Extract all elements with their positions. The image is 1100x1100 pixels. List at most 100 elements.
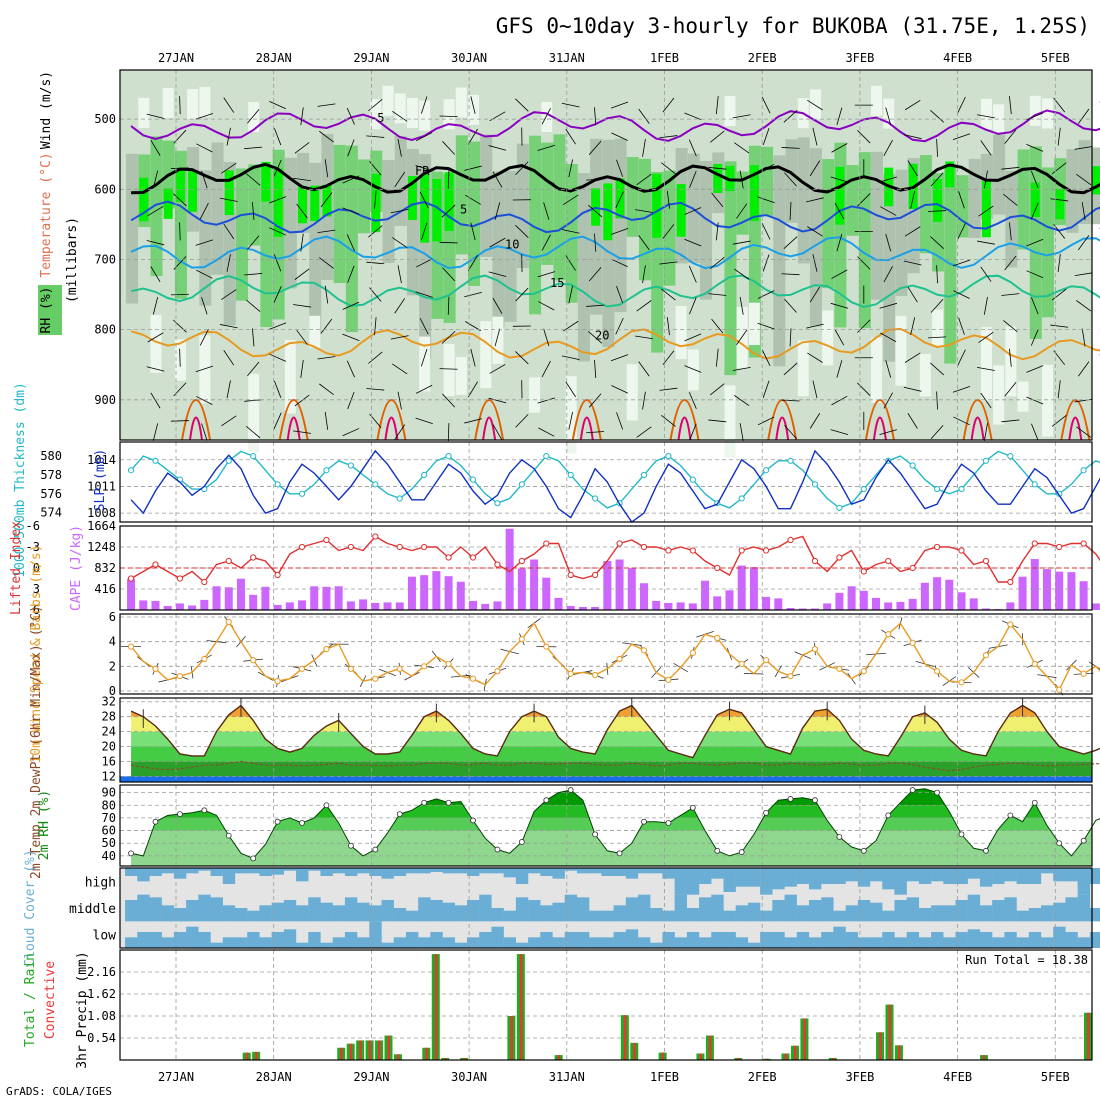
y-tick: 1.08 (87, 1009, 116, 1023)
wind-barb (152, 296, 159, 315)
wind-barb (441, 204, 456, 218)
rh-column (150, 136, 163, 277)
wind-speed-point (1007, 621, 1014, 628)
cloud-middle-bar (503, 910, 517, 922)
lifted-index-point (738, 547, 745, 554)
wind-barb (1031, 170, 1039, 188)
wind-barb (252, 202, 255, 221)
wind-speed-point (372, 675, 379, 682)
cape-bar (261, 586, 270, 610)
wind-barb (736, 329, 748, 345)
wind-barb (684, 333, 702, 342)
rh-dry-patch (162, 88, 174, 119)
wind-barb (273, 412, 282, 430)
cloud-high-bar (796, 868, 810, 884)
wind-barb (907, 286, 918, 303)
rh-dry-patch (394, 93, 406, 124)
precip-conv-bar (396, 1054, 400, 1060)
thickness-point (274, 481, 281, 488)
wind-barb (983, 423, 988, 442)
cape-bar (127, 578, 136, 610)
cloud-middle-bar (418, 897, 431, 922)
cloud-low-bar (699, 937, 712, 948)
cape-bar (786, 607, 795, 610)
cape-bar (1042, 569, 1051, 610)
hot-contour (384, 416, 399, 441)
wind-barb (247, 361, 260, 377)
rh-column (797, 137, 810, 264)
rh-column (736, 171, 749, 235)
wind-barb (757, 163, 775, 173)
wind-barb (907, 413, 918, 429)
wind-barb (537, 271, 556, 278)
thickness-point (592, 495, 599, 502)
wind-barb (342, 207, 360, 215)
wind-barb (269, 196, 287, 204)
wind-barb (689, 297, 697, 315)
cloud-middle-bar (808, 900, 822, 922)
isotherm-10 (130, 235, 1100, 270)
cloud-high-bar (418, 868, 431, 874)
thickness-point (469, 476, 477, 483)
wind-barb (324, 411, 329, 430)
cloud-high-bar (686, 868, 700, 895)
wind-barb (980, 140, 992, 156)
wind-barb (392, 110, 408, 122)
cape-bar (371, 602, 380, 610)
date-label-top: 29JAN (353, 51, 389, 65)
cloud-low-bar (454, 942, 468, 948)
cloud-middle-bar (1089, 908, 1100, 922)
wind-barb (586, 178, 605, 181)
rh-low-patch (455, 357, 467, 395)
wind-barb (904, 226, 921, 237)
cloud-low-bar (882, 932, 895, 948)
cloud-middle-bar (992, 900, 1005, 922)
cape-axis-title: CAPE (J/kg) (69, 525, 84, 611)
cloud-low-bar (467, 937, 480, 948)
wind-barb (1003, 193, 1018, 206)
cloud-middle-bar (967, 894, 981, 922)
temperature-legend: Temperature (°C) (39, 152, 54, 277)
wind-barb (269, 353, 286, 362)
cloud-low-bar (967, 929, 981, 948)
precip-conv-bar (661, 1052, 665, 1060)
wind-barb (1003, 320, 1018, 333)
wind-barb (420, 222, 428, 241)
rh-low-patch (919, 354, 931, 397)
wind-barb (319, 130, 334, 143)
lifted-index-point (250, 554, 257, 561)
wind-barb (465, 194, 481, 205)
cloud-middle-bar (393, 908, 407, 922)
rh-low-patch (284, 340, 296, 414)
wind-barb (784, 172, 797, 187)
wind-barb (221, 289, 237, 300)
panel-frame (119, 525, 1093, 611)
y-tick: 20 (102, 740, 116, 754)
rh-low-patch (993, 365, 1005, 425)
thickness-point (787, 457, 794, 464)
cloud-low-bar (943, 937, 956, 948)
rh-column (809, 148, 822, 327)
cloud-high-bar (454, 868, 468, 874)
wind-barb (762, 128, 770, 146)
wind-barb (812, 380, 818, 399)
lifted-index-point (372, 533, 379, 540)
cloud-high-bar (503, 868, 517, 878)
rh-high-patch (1091, 166, 1100, 195)
wind-barb (710, 383, 725, 396)
wind-barb (953, 416, 970, 426)
wind-barb (346, 360, 355, 378)
wind-barb (1026, 270, 1044, 279)
wind-barb (244, 399, 263, 402)
rh2m-point (543, 797, 550, 804)
cloud-high-bar (308, 868, 321, 871)
wind-barb (317, 103, 336, 107)
isotherm-5 (130, 200, 1100, 234)
hot-contour (970, 416, 985, 441)
rh-high-patch (420, 174, 430, 243)
thickness-point (689, 476, 696, 483)
rh2m-point (518, 839, 525, 845)
wind-barb (588, 204, 603, 218)
wind-barb (470, 96, 476, 114)
wind-barb (831, 395, 848, 406)
